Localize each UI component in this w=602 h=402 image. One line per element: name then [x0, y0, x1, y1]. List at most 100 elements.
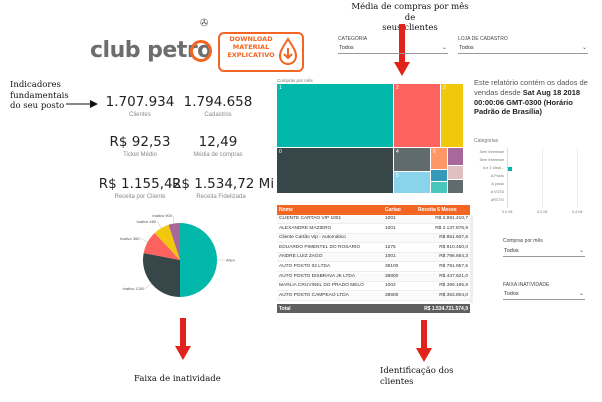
arrow-treemap-icon	[394, 24, 410, 76]
cat-label: Sem Interesse	[479, 158, 504, 162]
cell-cartao: 1001	[385, 254, 396, 260]
treemap-compras[interactable]: 1 2 3 0 4 5 6	[277, 84, 464, 194]
col-header-receita[interactable]: Receita 6 Meses	[418, 207, 457, 213]
slicer-loja-dropdown[interactable]: Todos ⌄	[458, 44, 588, 54]
pin-icon[interactable]: ✇	[200, 18, 209, 29]
pie-slice[interactable]	[143, 233, 180, 260]
slicer-faixa-dropdown[interactable]: Todos ⌄	[503, 290, 585, 300]
download-icon	[278, 37, 298, 65]
arrow-clients-icon	[416, 320, 432, 362]
table-row[interactable]: ANDRE LUIZ ZAGO 1001 R$ 796.664,3	[277, 253, 470, 263]
kpi-media-label: Média de compras	[193, 152, 243, 158]
badge-line-3: EXPLICATIVO	[227, 50, 275, 59]
treemap-cell[interactable]: 6	[431, 148, 447, 169]
cell-cartao: 1275	[385, 244, 396, 250]
col-header-nome[interactable]: Nome	[279, 207, 293, 213]
cell-nome: ALEXANDRE MAZIERO	[279, 225, 332, 231]
treemap-cell[interactable]	[448, 148, 463, 165]
cell-receita: R$ 796.664,3	[439, 254, 468, 260]
treemap-cell[interactable]: 5	[394, 172, 430, 193]
cat-label: A posto	[491, 182, 504, 186]
report-info-date: Sat Aug 18 2018 00:00:06 GMT-0300 (Horár…	[474, 87, 581, 117]
clients-table-header: Nome Cartao Receita 6 Meses	[277, 205, 470, 215]
cell-nome: AUTO POSTO 02 LTDA	[279, 264, 331, 269]
col-header-cartao[interactable]: Cartao	[385, 207, 401, 213]
table-row[interactable]: CLIENTE CARTAO VIP 1001 1001 R$ 2.991.410,…	[277, 215, 470, 224]
cell-receita: R$ 2.137.876,9	[435, 225, 468, 231]
treemap-cell[interactable]: 3	[441, 84, 463, 147]
treemap-cell[interactable]	[431, 182, 447, 193]
bar[interactable]	[507, 167, 512, 171]
kpi-receita-fidelizada-label: Receita Fidelizada	[196, 194, 246, 200]
treemap-title: Compras por mês	[277, 78, 313, 83]
cell-cartao: 38800	[385, 273, 399, 279]
cell-receita: R$ 791.957,5	[439, 264, 468, 269]
treemap-cell-label: 5	[396, 173, 399, 179]
categorias-bar-chart[interactable]: Sem Interesse Sem Interesse A e 3 Ideal.…	[474, 146, 592, 218]
cell-cartao: 1002	[385, 283, 396, 289]
cell-receita: R$ 447.621,0	[439, 273, 468, 279]
kpi-receita-cliente-label: Receita por Cliente	[114, 194, 166, 200]
slicer-compras-dropdown[interactable]: Todos ⌄	[503, 247, 585, 257]
kpi-receita-cliente-value: R$ 1.155,42	[98, 176, 182, 192]
treemap-cell[interactable]: 1	[277, 84, 393, 147]
total-value: R$ 1.534.721.574,9	[424, 306, 468, 312]
pie-slice[interactable]	[143, 253, 180, 297]
arrow-kpis-icon	[66, 100, 98, 108]
slicer-faixa-value: Todos	[504, 291, 519, 297]
cell-cartao: 1001	[385, 216, 396, 221]
table-row[interactable]: MARLIA CRUVINEL DO PRADO MELO 1002 R$ 399.…	[277, 282, 470, 292]
kpi-ticket-value: R$ 92,53	[109, 134, 171, 150]
gridline	[542, 148, 543, 208]
table-row[interactable]: ALEXANDRE MAZIERO 1001 R$ 2.137.876,9	[277, 224, 470, 234]
chevron-down-icon: ⌄	[578, 291, 584, 297]
table-row[interactable]: AUTO POSTO DISBRAVA JK LTDA 38800 R$ 447.6…	[277, 272, 470, 282]
treemap-cell[interactable]	[448, 166, 463, 179]
slicer-compras-value: Todos	[504, 248, 519, 254]
kpi-media-value: 12,49	[198, 134, 238, 150]
cell-nome: AUTO POSTO CAMPEAO LTDA	[279, 292, 349, 298]
chevron-down-icon: ⌄	[441, 45, 447, 51]
slicer-categoria-dropdown[interactable]: Todos ⌄	[338, 44, 448, 54]
treemap-cell[interactable]: 4	[394, 148, 430, 171]
treemap-cell-label: 1	[279, 85, 282, 91]
kpi-clientes-value: 1.707.934	[105, 94, 175, 110]
cat-tick: 0,4 Mi	[572, 210, 583, 214]
treemap-cell[interactable]	[431, 170, 447, 181]
pie-leader-line	[156, 221, 162, 229]
download-badge-button[interactable]: DOWNLOAD MATERIAL EXPLICATIVO	[218, 32, 304, 72]
cell-receita: R$ 399.165,9	[439, 283, 468, 289]
cell-nome: Cliente Cartão Vip - Automático	[279, 235, 346, 241]
pie-slice-label: Inativo 360	[120, 236, 140, 241]
cat-label: ARCTO	[490, 198, 504, 202]
table-row[interactable]: EDUARDO PIMENTEL DO ROSARIO 1275 R$ 810.45…	[277, 243, 470, 253]
cell-nome: MARLIA CRUVINEL DO PRADO MELO	[279, 283, 364, 289]
cat-label: Sem Interesse	[479, 150, 504, 154]
cat-tick: 0,0 Mi	[502, 210, 513, 214]
cell-cartao: 38900	[385, 292, 399, 298]
pie-slice-label: Inativo 900	[152, 213, 172, 218]
pie-slice[interactable]	[154, 224, 180, 260]
treemap-cell[interactable]: 2	[394, 84, 440, 147]
badge-line-1: DOWNLOAD	[229, 35, 273, 43]
pie-slice[interactable]	[168, 223, 180, 260]
cell-receita: R$ 2.991.410,7	[435, 216, 468, 221]
kpi-cadastros-label: Cadastros	[204, 112, 232, 118]
slicer-faixa-label: FAIXA INATIVIDADE	[503, 282, 550, 288]
annotation-clients: Identificação dos clientes	[380, 366, 454, 387]
slicer-categoria-value: Todos	[339, 45, 354, 51]
treemap-cell[interactable]: 0	[277, 148, 393, 193]
chevron-down-icon: ⌄	[578, 248, 584, 254]
report-info-text: Este relatório contém os dados de vendas…	[474, 78, 588, 117]
pie-slice[interactable]	[180, 223, 217, 297]
table-row[interactable]: Cliente Cartão Vip - Automático R$ 851.60…	[277, 234, 470, 244]
table-scrollbar[interactable]	[470, 215, 473, 303]
cat-label: A Posto	[490, 174, 504, 178]
cat-label: A e 3 Ideal...	[482, 166, 504, 170]
table-row[interactable]: AUTO POSTO CAMPEAO LTDA 38900 R$ 363.804,0	[277, 291, 470, 301]
cell-receita: R$ 810.450,0	[439, 244, 468, 250]
cell-receita: R$ 363.804,0	[439, 292, 468, 298]
table-row[interactable]: AUTO POSTO 02 LTDA 39100 R$ 791.957,5	[277, 263, 470, 272]
treemap-cell[interactable]	[448, 180, 463, 193]
inactivity-pie-chart[interactable]: Ativo Inativo 1200 Inativo 360 Inativo 480I…	[110, 210, 250, 310]
